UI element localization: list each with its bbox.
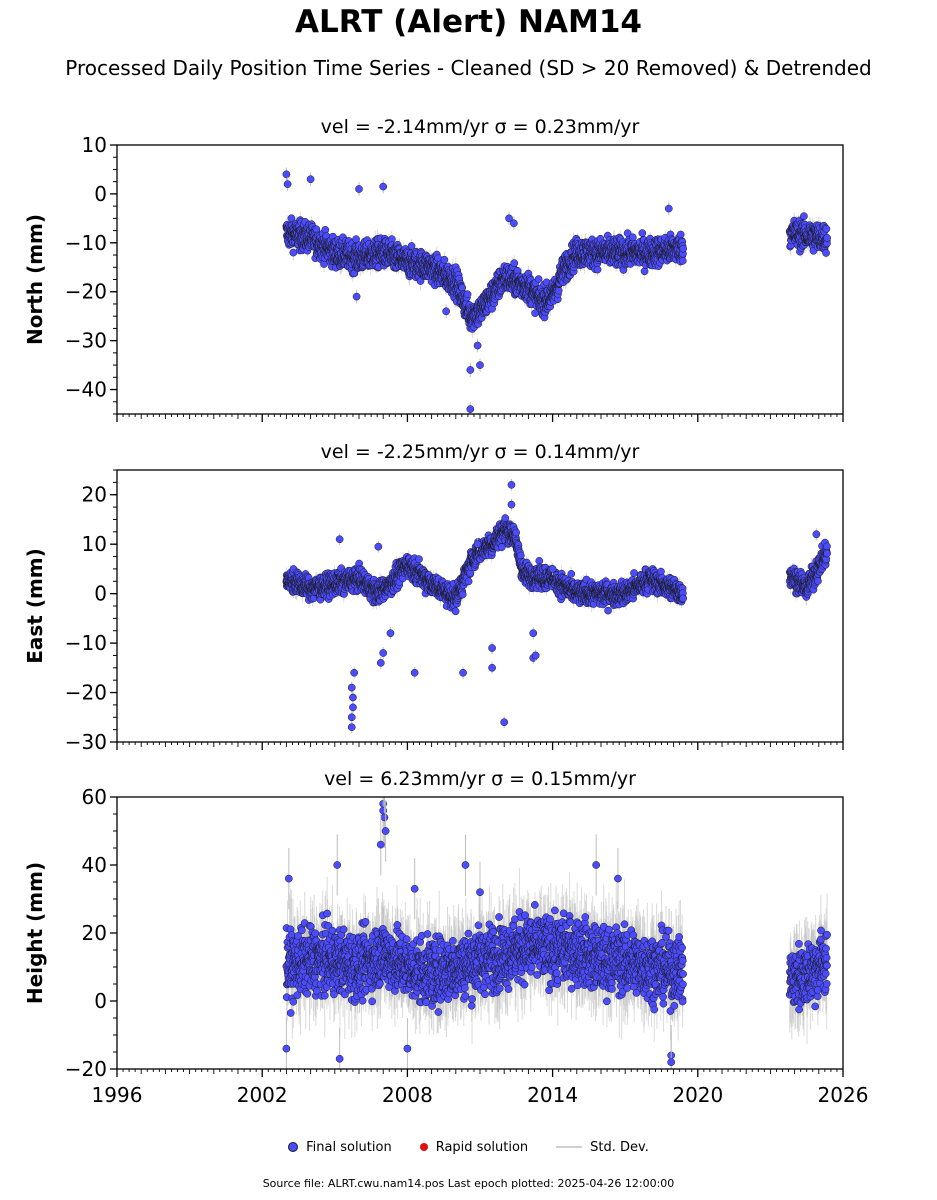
data-point [823, 234, 831, 242]
data-point [628, 233, 637, 242]
data-point [510, 259, 519, 268]
panel-title-east: vel = -2.25mm/yr σ = 0.14mm/yr [321, 441, 640, 463]
data-point [440, 255, 449, 264]
data-point [534, 275, 543, 283]
panel-north: vel = -2.14mm/yr σ = 0.23mm/yr North (mm)… [23, 116, 844, 422]
data-point [407, 242, 416, 250]
data-point-outlier [442, 307, 450, 316]
data-point [463, 290, 472, 299]
data-point-outlier [466, 405, 475, 413]
y-tick-label: 10 [82, 133, 107, 157]
data-point [458, 283, 467, 292]
data-point-outlier [664, 204, 673, 213]
data-point-outlier [466, 366, 475, 374]
data-point [822, 225, 831, 233]
time-series-plot: vel = -2.14mm/yr σ = 0.23mm/yr North (mm)… [23, 116, 868, 1107]
data-point-outlier [352, 292, 361, 301]
data-point [676, 230, 685, 239]
y-tick-label: −30 [65, 329, 107, 353]
y-tick-label: −10 [65, 231, 107, 255]
data-point-outlier [510, 219, 518, 228]
axes-frame-north [116, 144, 844, 415]
data-point [554, 286, 563, 295]
data-point [289, 248, 298, 257]
data-layer-north [282, 167, 831, 414]
data-point [800, 212, 808, 221]
data-point-outlier [473, 341, 482, 350]
y-tick-label: −40 [65, 378, 107, 402]
data-point-outlier [355, 185, 363, 193]
data-point [352, 235, 360, 244]
chart-subtitle: Processed Daily Position Time Series - C… [65, 56, 872, 80]
data-point-outlier [379, 182, 388, 191]
y-axis-label-north: North (mm) [23, 214, 47, 345]
y-axis-label-east: East (mm) [23, 548, 47, 664]
data-point [638, 229, 647, 237]
data-point [593, 265, 602, 274]
data-point-outlier [283, 180, 292, 188]
y-tick-label: −20 [65, 280, 107, 304]
data-point-outlier [282, 170, 291, 179]
data-point-outlier [306, 175, 315, 184]
y-tick-label: 0 [94, 182, 107, 206]
data-point [640, 267, 649, 276]
data-point-outlier [476, 361, 484, 369]
data-point [679, 244, 687, 253]
data-layer-east [282, 478, 831, 734]
data-point [822, 249, 830, 257]
panel-title-north: vel = -2.14mm/yr σ = 0.23mm/yr [321, 116, 640, 138]
chart-main-title: ALRT (Alert) NAM14 [295, 4, 642, 40]
data-point [678, 256, 687, 265]
